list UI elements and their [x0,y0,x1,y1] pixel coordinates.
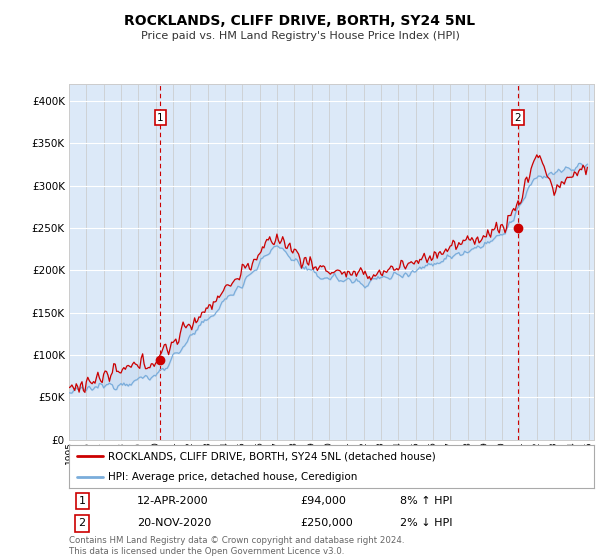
Text: HPI: Average price, detached house, Ceredigion: HPI: Average price, detached house, Cere… [109,472,358,482]
Text: 2: 2 [514,113,521,123]
Text: Price paid vs. HM Land Registry's House Price Index (HPI): Price paid vs. HM Land Registry's House … [140,31,460,41]
Text: 2% ↓ HPI: 2% ↓ HPI [400,519,452,529]
Text: Contains HM Land Registry data © Crown copyright and database right 2024.
This d: Contains HM Land Registry data © Crown c… [69,536,404,556]
Text: ROCKLANDS, CLIFF DRIVE, BORTH, SY24 5NL: ROCKLANDS, CLIFF DRIVE, BORTH, SY24 5NL [124,14,476,28]
Text: ROCKLANDS, CLIFF DRIVE, BORTH, SY24 5NL (detached house): ROCKLANDS, CLIFF DRIVE, BORTH, SY24 5NL … [109,451,436,461]
Text: 1: 1 [79,496,86,506]
Text: 2: 2 [79,519,86,529]
Text: 12-APR-2000: 12-APR-2000 [137,496,209,506]
Text: 8% ↑ HPI: 8% ↑ HPI [400,496,452,506]
Text: 1: 1 [157,113,164,123]
Text: 20-NOV-2020: 20-NOV-2020 [137,519,212,529]
Text: £250,000: £250,000 [300,519,353,529]
Text: £94,000: £94,000 [300,496,346,506]
